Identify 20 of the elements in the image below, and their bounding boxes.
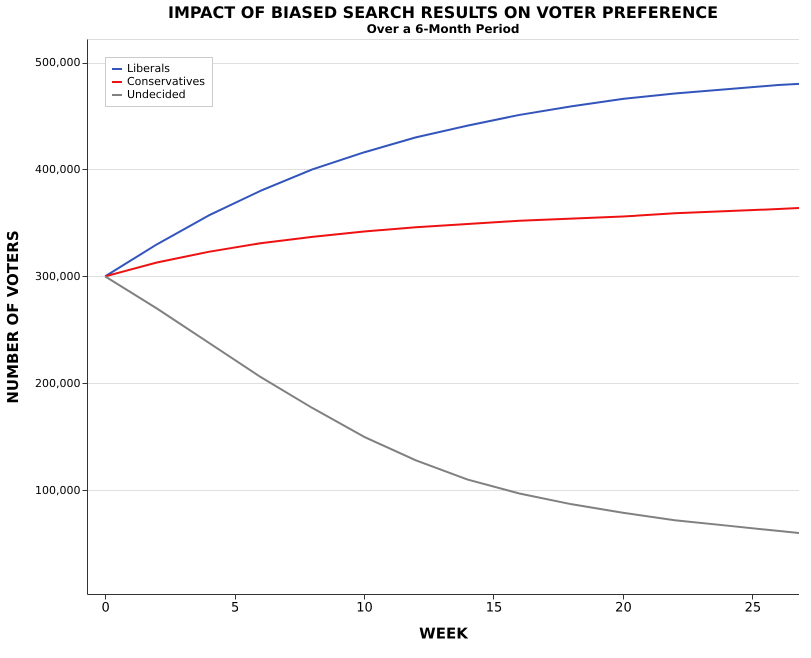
chart-subtitle: Over a 6-Month Period bbox=[366, 22, 520, 36]
x-tick-label: 20 bbox=[615, 600, 632, 616]
y-axis-title: NUMBER OF VOTERS bbox=[4, 230, 22, 404]
x-tick-label: 15 bbox=[486, 600, 502, 616]
legend-label: Undecided bbox=[127, 88, 186, 101]
y-tick-label: 400,000 bbox=[35, 162, 80, 176]
y-tick-label: 200,000 bbox=[35, 376, 80, 390]
legend-label: Liberals bbox=[127, 62, 170, 75]
line-series bbox=[104, 275, 799, 534]
y-tick-label: 300,000 bbox=[35, 270, 80, 283]
x-tick-label: 10 bbox=[356, 600, 373, 616]
x-tick-label: 0 bbox=[101, 600, 110, 616]
y-tick-label: 100,000 bbox=[35, 484, 80, 497]
x-tick-label: 5 bbox=[230, 600, 240, 616]
x-axis-title: WEEK bbox=[419, 624, 470, 642]
chart-title: IMPACT OF BIASED SEARCH RESULTS ON VOTER PREFERENCE bbox=[168, 3, 718, 22]
x-tick-label: 25 bbox=[744, 600, 762, 616]
line-series bbox=[104, 206, 799, 278]
y-tick-label: 500,000 bbox=[35, 56, 80, 70]
legend-label: Conservatives bbox=[127, 75, 206, 88]
